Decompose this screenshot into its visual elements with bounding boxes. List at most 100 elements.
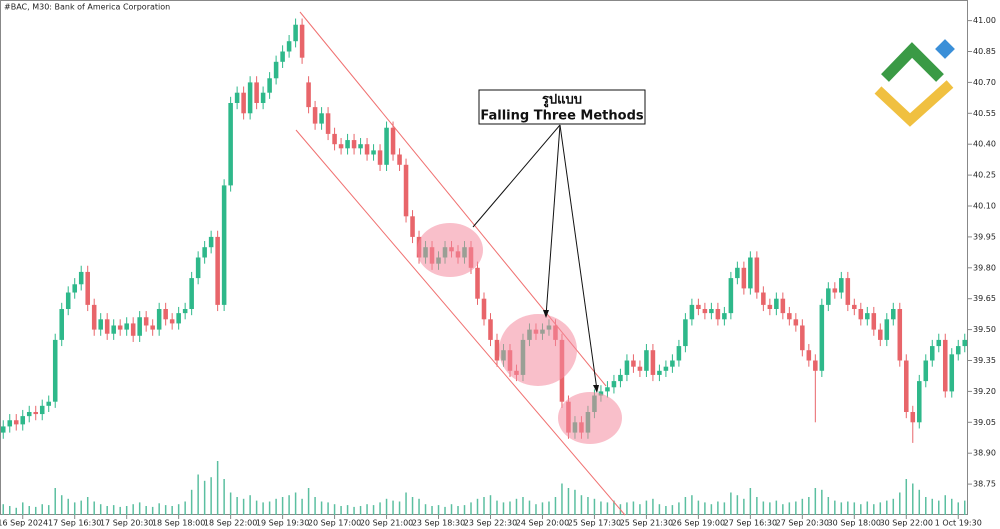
candle-body [644, 350, 649, 371]
candle-body [397, 154, 402, 165]
candle-body [241, 92, 246, 114]
logo [874, 39, 955, 127]
candle-body [143, 317, 149, 326]
x-tick-label: 1 Oct 19:30 [935, 519, 982, 528]
candle-body [13, 420, 19, 425]
y-tick-label: 39.50 [973, 325, 996, 334]
candle-body [748, 257, 753, 289]
candle-body [0, 426, 6, 433]
x-tick-label: 26 Sep 19:00 [672, 519, 725, 528]
candle-body [735, 267, 740, 279]
candle-body [345, 140, 350, 149]
candle-body [195, 257, 201, 279]
candle-body [358, 144, 363, 149]
candle-body [338, 144, 344, 149]
candle-body [65, 292, 71, 309]
y-tick-label: 41.00 [973, 16, 996, 25]
candle-body [683, 319, 688, 347]
x-tick-label: 27 Sep 20:30 [776, 519, 829, 528]
candle-body [215, 236, 220, 305]
candle-body [78, 271, 84, 285]
candle-body [150, 325, 155, 330]
candle-body [39, 405, 45, 415]
candle-body [280, 51, 285, 62]
candle-body [267, 78, 272, 93]
candle-body [832, 288, 838, 293]
candle-body [403, 164, 409, 217]
candle-body [891, 309, 896, 320]
candle-body [351, 140, 357, 149]
candle-body [650, 350, 656, 375]
callout-text: Falling Three Methods [480, 109, 643, 124]
candle-body [670, 360, 675, 367]
x-tick-label: 20 Sep 17:00 [308, 519, 361, 528]
candle-body [481, 298, 487, 320]
y-tick-label: 40.10 [973, 202, 996, 211]
candle-body [598, 391, 604, 396]
y-tick-label: 38.90 [973, 449, 996, 458]
candle-body [299, 24, 305, 58]
candle-body [390, 127, 396, 155]
candle-body [676, 346, 682, 361]
candle-body [858, 309, 864, 320]
x-tick-label: 17 Sep 16:30 [48, 519, 101, 528]
candle-body [312, 107, 318, 124]
y-tick-label: 40.55 [973, 109, 996, 118]
candle-body [910, 412, 916, 423]
candle-body [754, 257, 760, 293]
candle-body [793, 319, 799, 326]
candle-body [52, 339, 58, 402]
candle-body [124, 323, 129, 330]
candle-body [884, 319, 890, 340]
arrow [559, 124, 598, 391]
x-tick-label: 25 Sep 17:30 [568, 519, 621, 528]
logo-yellow [874, 80, 954, 127]
highlight-ellipse [499, 314, 577, 386]
x-tick-label: 30 Sep 22:00 [880, 519, 933, 528]
chart-title: #BAC, M30: Bank of America Corporation [4, 3, 170, 12]
candle-body [117, 325, 123, 330]
candle-body [806, 350, 812, 361]
candle-body [202, 247, 207, 258]
candle-body [917, 381, 922, 423]
candle-body [696, 304, 701, 309]
y-tick-label: 40.40 [973, 140, 996, 149]
arrow [545, 124, 561, 317]
candle-body [247, 82, 253, 114]
candle-body [774, 298, 779, 309]
x-tick-label: 19 Sep 19:30 [256, 519, 309, 528]
candle-body [410, 216, 415, 237]
candle-body [260, 92, 266, 103]
candle-body [929, 346, 935, 361]
candle-body [767, 304, 773, 309]
candle-body [104, 319, 110, 334]
candle-body [611, 381, 617, 388]
x-tick-label: 23 Sep 22:30 [464, 519, 517, 528]
highlight-ellipse [417, 223, 483, 277]
candle-body [923, 360, 929, 382]
drawings: รูปแบบ Falling Three Methods [295, 11, 646, 516]
candle-body [46, 401, 51, 406]
candle-body [962, 339, 968, 347]
candle-body [319, 113, 324, 124]
candle-body [189, 278, 194, 309]
candle-body [377, 150, 383, 165]
x-tick-label: 24 Sep 20:00 [516, 519, 569, 528]
y-tick-label: 39.95 [973, 232, 996, 241]
candle-body [637, 366, 643, 371]
candle-body [709, 309, 714, 314]
candle-body [254, 82, 259, 103]
candle-body [631, 360, 636, 367]
candle-body [475, 267, 480, 299]
y-tick-label: 39.80 [973, 263, 996, 272]
candle-body [624, 360, 630, 375]
candle-body [657, 370, 662, 375]
candle-body [852, 304, 857, 309]
candle-body [813, 360, 818, 371]
candle-body [865, 313, 870, 320]
candle-body [234, 92, 240, 103]
arrow-head [593, 385, 599, 393]
candle-body [826, 288, 831, 305]
candle-body [325, 113, 331, 134]
callout-text: รูปแบบ [542, 93, 582, 108]
